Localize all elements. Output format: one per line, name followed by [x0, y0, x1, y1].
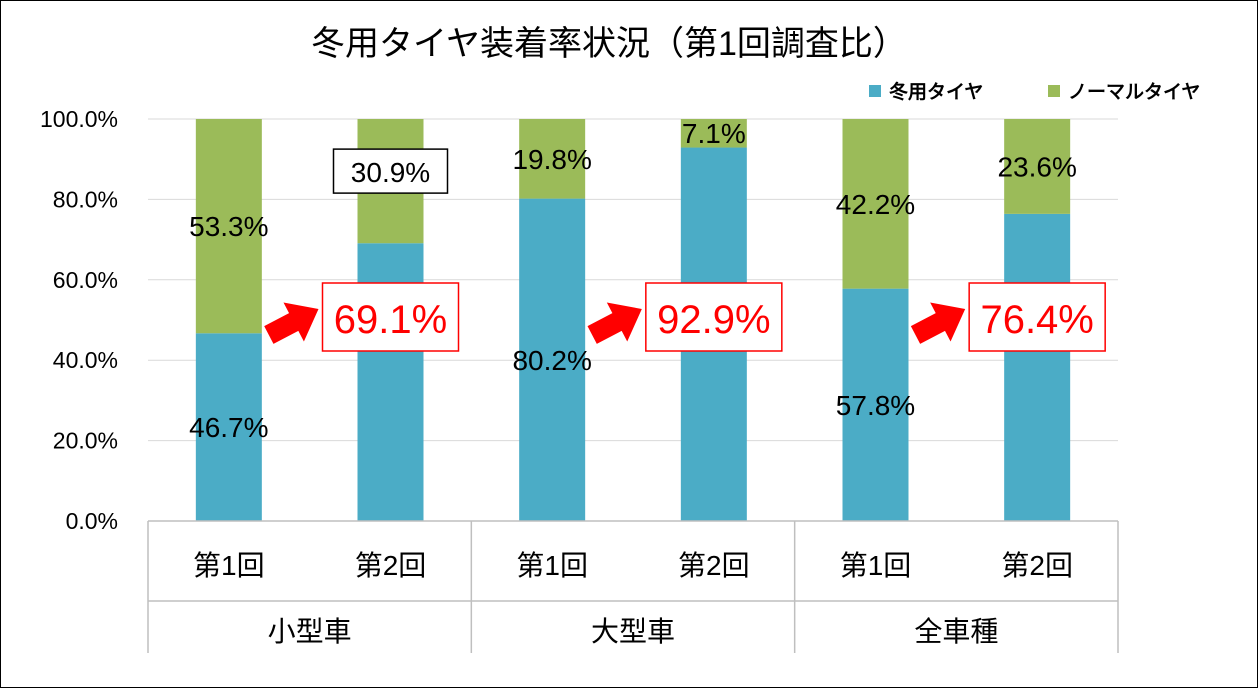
- data-label-winter: 46.7%: [189, 412, 268, 443]
- arrow-icon: [587, 302, 642, 344]
- x-tick-label: 第1回: [840, 550, 912, 581]
- x-tick-label: 第2回: [678, 550, 750, 581]
- legend-swatch: [1048, 85, 1060, 97]
- highlight-box: [321, 282, 460, 352]
- highlight-callouts: 69.1% 92.9% 76.4%: [264, 282, 1106, 352]
- x-tick-label: 第1回: [516, 550, 588, 581]
- x-tick-label: 第2回: [355, 550, 427, 581]
- chart-title: 冬用タイヤ装着率状況（第1回調査比）: [311, 25, 907, 63]
- group-label: 小型車: [268, 616, 352, 647]
- highlight-label: 76.4%: [980, 298, 1093, 342]
- bar-segment-winter: [519, 198, 586, 521]
- arrow-shape: [264, 302, 319, 344]
- bar-segment-winter: [195, 333, 262, 521]
- highlight-label: 69.1%: [334, 298, 447, 342]
- data-label-normal: 30.9%: [351, 157, 430, 188]
- y-tick-label: 0.0%: [66, 508, 118, 534]
- data-label-winter: 57.8%: [836, 390, 915, 421]
- data-label-winter: 80.2%: [512, 345, 591, 376]
- data-label-normal: 53.3%: [189, 211, 268, 242]
- legend-label: 冬用タイヤ: [889, 80, 983, 103]
- arrow-icon: [910, 302, 966, 344]
- bar-segment-winter: [842, 288, 909, 521]
- y-tick-label: 60.0%: [53, 267, 118, 293]
- legend-swatch: [869, 85, 881, 97]
- highlight-label: 92.9%: [657, 298, 770, 342]
- x-tick-label: 第2回: [1001, 550, 1073, 581]
- y-tick-label: 80.0%: [53, 186, 118, 212]
- data-labels: 53.3% 46.7% 30.9% 19.8% 80.2% 7.1% 42.2% 57.8% 2…: [189, 118, 1077, 443]
- highlight-box: [968, 282, 1106, 352]
- data-label-normal: 19.8%: [512, 144, 591, 175]
- arrow-shape: [587, 302, 642, 344]
- legend: 冬用タイヤ ノーマルタイヤ: [869, 80, 1200, 103]
- group-label: 全車種: [914, 616, 998, 647]
- y-tick-label: 20.0%: [53, 428, 118, 454]
- data-label-box: [332, 148, 449, 194]
- y-axis: 0.0% 20.0% 40.0% 60.0% 80.0% 100.0%: [40, 106, 118, 534]
- data-label-normal: 7.1%: [682, 118, 746, 149]
- y-tick-label: 40.0%: [53, 347, 118, 373]
- arrow-icon: [264, 302, 319, 344]
- group-label: 大型車: [591, 616, 675, 647]
- arrow-shape: [910, 302, 966, 344]
- x-tick-label: 第1回: [193, 550, 265, 581]
- y-tick-label: 100.0%: [40, 106, 118, 132]
- data-label-normal: 23.6%: [997, 151, 1076, 182]
- bar-segment-normal: [842, 119, 909, 289]
- data-label-normal: 42.2%: [836, 189, 915, 220]
- bar-segment-normal: [195, 119, 262, 334]
- legend-label: ノーマルタイヤ: [1068, 81, 1200, 103]
- bar-segment-normal: [1004, 119, 1071, 214]
- bar-segment-winter: [1004, 213, 1071, 521]
- bar-segment-normal: [519, 119, 586, 199]
- bar-segment-normal: [680, 119, 747, 148]
- highlight-box: [645, 282, 783, 352]
